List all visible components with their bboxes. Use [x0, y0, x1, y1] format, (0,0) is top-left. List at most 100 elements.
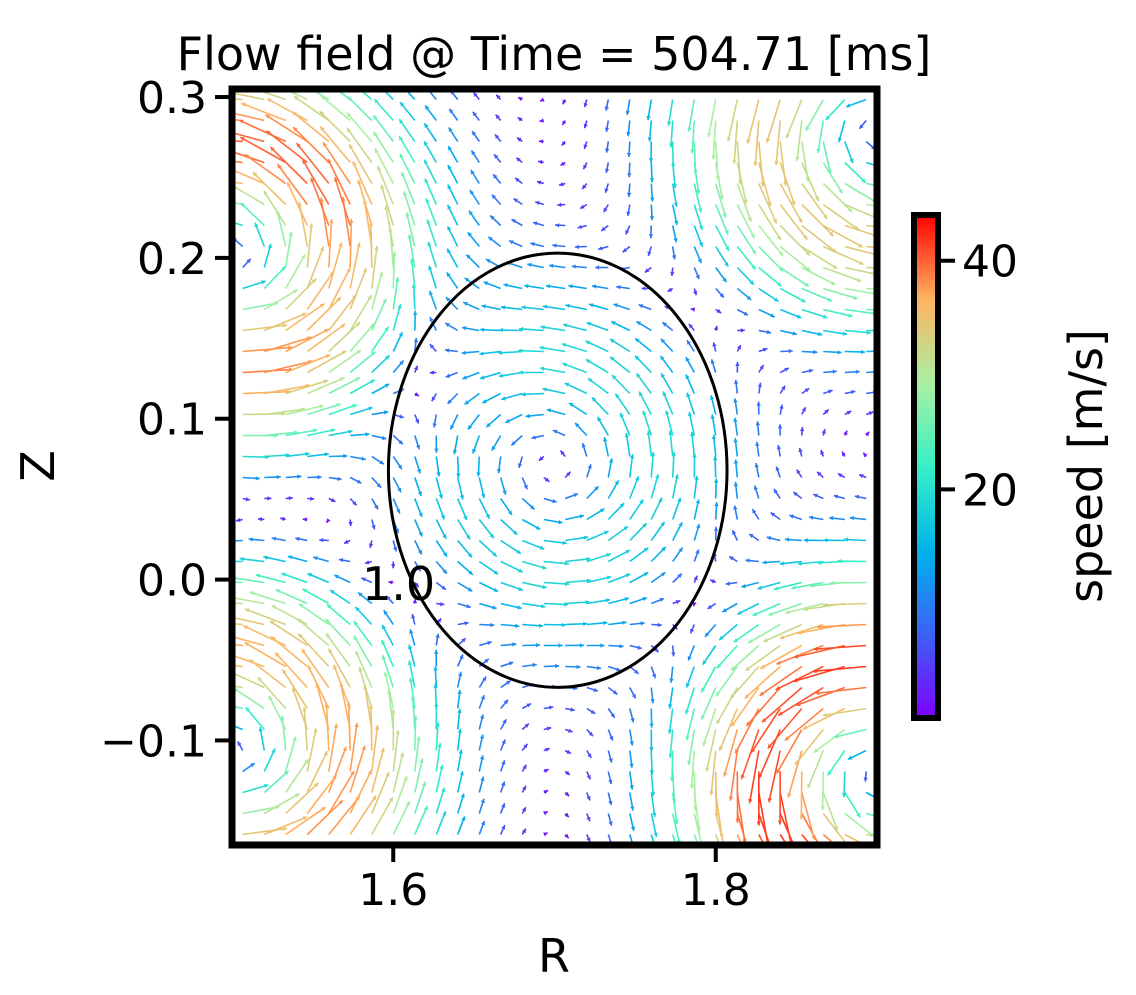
quiver-arrow — [408, 660, 416, 688]
quiver-arrow-head — [424, 159, 429, 165]
quiver-arrow-head — [275, 652, 280, 657]
quiver-arrow-head — [571, 264, 576, 269]
quiver-arrow-head — [797, 561, 803, 566]
quiver-arrow — [668, 708, 674, 734]
quiver-arrow-head — [751, 265, 756, 270]
quiver-arrow — [650, 813, 658, 838]
quiver-arrow-head — [785, 134, 790, 139]
quiver-arrow — [435, 742, 441, 772]
quiver-arrow-head — [643, 572, 649, 577]
y-tick-label: −0.1 — [100, 716, 207, 767]
quiver-arrow-head — [740, 328, 745, 333]
quiver-arrow-head — [639, 499, 644, 504]
quiver-arrow-head — [358, 667, 363, 672]
quiver-arrow-head — [822, 602, 827, 608]
quiver-arrow-head — [594, 486, 599, 491]
quiver-arrow — [865, 812, 877, 818]
quiver-arrow — [306, 223, 313, 268]
quiver-arrow — [844, 266, 877, 276]
quiver-arrow-head — [635, 476, 640, 481]
quiver-arrow-head — [788, 348, 793, 354]
quiver-arrow-head — [385, 355, 390, 360]
quiver-arrow-head — [440, 601, 445, 607]
quiver-arrow-head — [619, 412, 624, 418]
quiver-arrow-head — [544, 477, 550, 482]
quiver-arrow-head — [423, 806, 428, 811]
quiver-arrow — [801, 792, 816, 841]
quiver-arrow — [714, 771, 718, 818]
quiver-arrow-head — [660, 338, 666, 344]
quiver-arrow-head — [561, 343, 567, 348]
quiver-arrow — [357, 179, 373, 226]
quiver-arrow-head — [458, 749, 463, 754]
quiver-arrow-head — [849, 515, 854, 521]
quiver-arrow-head — [413, 338, 419, 343]
quiver-arrow-head — [698, 242, 703, 247]
quiver-arrow-head — [842, 451, 846, 457]
quiver-arrow-head — [313, 556, 318, 561]
quiver-arrow-head — [413, 365, 418, 371]
quiver-arrow-head — [642, 523, 647, 528]
quiver-arrow-head — [798, 447, 803, 453]
quiver-arrow-head — [748, 639, 753, 643]
quiver-arrow — [403, 191, 416, 226]
quiver-arrow-head — [606, 575, 612, 580]
quiver-arrow — [816, 623, 867, 628]
quiver-arrow — [232, 576, 265, 584]
quiver-arrow-head — [541, 604, 546, 609]
quiver-arrow-head — [778, 711, 783, 716]
quiver-arrow-head — [846, 411, 852, 415]
quiver-arrow — [264, 431, 299, 437]
quiver-arrow — [242, 412, 286, 416]
quiver-arrow-head — [341, 351, 347, 355]
quiver-arrow — [777, 686, 824, 717]
quiver-arrow — [334, 176, 351, 226]
quiver-arrow — [257, 676, 287, 710]
quiver-arrow — [268, 695, 287, 730]
quiver-arrow-head — [601, 226, 606, 231]
quiver-arrow-head — [765, 138, 771, 143]
quiver-arrow-head — [428, 290, 434, 296]
quiver-arrow-head — [791, 585, 796, 590]
quiver-arrow-head — [545, 284, 551, 289]
quiver-arrow-head — [562, 362, 567, 367]
quiver-arrow-head — [461, 638, 466, 643]
quiver-arrow-head — [280, 715, 285, 720]
quiver-arrow-head — [674, 220, 679, 225]
quiver-arrow-head — [687, 760, 692, 765]
quiver-arrow-head — [672, 183, 677, 188]
quiver-arrow-head — [425, 198, 430, 203]
quiver-arrow-head — [825, 115, 831, 121]
quiver-arrow-head — [585, 340, 590, 345]
quiver-arrow-head — [258, 727, 263, 732]
quiver-arrow — [232, 596, 265, 605]
quiver-arrow-head — [407, 234, 413, 239]
quiver-arrow-head — [539, 345, 544, 351]
quiver-arrow — [387, 689, 395, 730]
quiver-arrow — [758, 183, 778, 224]
quiver-arrow — [238, 119, 287, 143]
quiver-arrow-head — [816, 148, 821, 153]
quiver-arrow — [232, 602, 243, 605]
quiver-arrow-head — [255, 476, 260, 481]
quiver-arrow — [801, 162, 820, 202]
quiver-arrow — [414, 781, 427, 814]
quiver-arrow — [714, 834, 721, 845]
quiver-arrow-head — [326, 518, 331, 523]
quiver-arrow-head — [895, 187, 899, 191]
quiver-arrow — [629, 522, 648, 542]
quiver-arrow-head — [483, 281, 489, 286]
quiver-arrow-head — [606, 553, 611, 558]
quiver-arrow-head — [447, 226, 452, 231]
quiver-arrow — [758, 141, 764, 187]
quiver-arrow — [320, 94, 351, 122]
quiver-arrow-head — [742, 838, 747, 844]
quiver-arrow — [687, 99, 696, 132]
quiver-arrow — [298, 603, 330, 626]
quiver-arrow-head — [564, 382, 570, 387]
quiver-arrow-head — [625, 573, 631, 578]
quiver-arrow — [844, 245, 877, 256]
quiver-arrow-head — [480, 776, 485, 782]
quiver-arrow — [586, 553, 612, 563]
y-axis-ticks: −0.1 0.0 0.1 0.2 0.3 — [100, 73, 229, 767]
